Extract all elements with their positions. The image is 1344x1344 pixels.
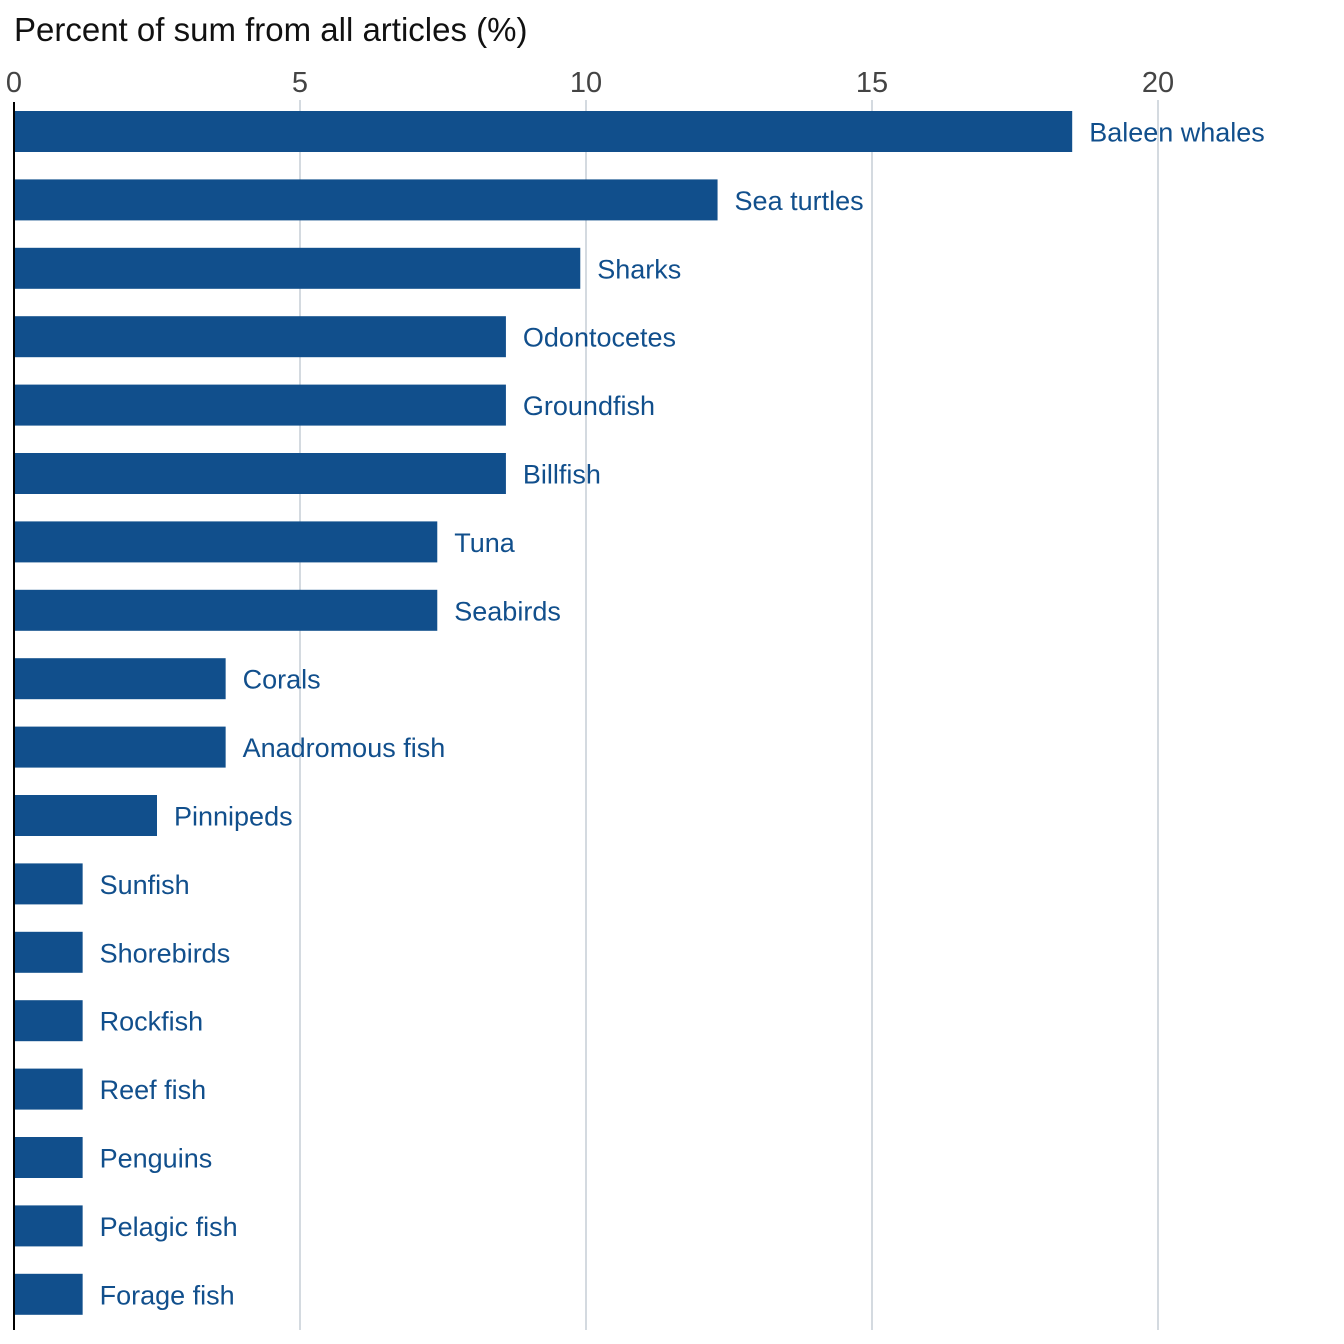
bar-label: Penguins — [100, 1144, 213, 1174]
bar-tuna — [14, 521, 438, 563]
bar-forage-fish — [14, 1273, 83, 1315]
bar-shorebirds — [14, 931, 83, 973]
x-tick-label: 5 — [292, 67, 308, 99]
x-tick-label: 0 — [6, 67, 22, 99]
bar-pinnipeds — [14, 795, 157, 836]
bar-sunfish — [14, 863, 83, 905]
bar-label: Forage fish — [100, 1280, 235, 1310]
bar-label: Sea turtles — [735, 186, 864, 216]
bar-label: Corals — [243, 665, 321, 695]
bar-anadromous-fish — [14, 726, 226, 768]
bar-label: Anadromous fish — [243, 733, 446, 763]
bar-odontocetes — [14, 316, 506, 358]
x-tick-label: 15 — [856, 67, 888, 99]
bar-billfish — [14, 453, 506, 494]
bar-label: Pinnipeds — [174, 802, 293, 832]
bar-label: Billfish — [523, 460, 601, 490]
x-axis-title: Percent of sum from all articles (%) — [14, 11, 527, 48]
bar-label: Baleen whales — [1089, 118, 1265, 148]
bar-label: Reef fish — [100, 1075, 207, 1105]
bar-pelagic-fish — [14, 1205, 83, 1247]
bar-label: Shorebirds — [100, 938, 231, 968]
bar-labels: Baleen whales Sea turtles Sharks Odontocete… — [100, 118, 1265, 1311]
bars — [14, 111, 1073, 1315]
bar-corals — [14, 658, 226, 700]
x-axis-ticks: 0 5 10 15 20 — [6, 67, 1174, 99]
bar-rockfish — [14, 1000, 83, 1042]
bar-label: Groundfish — [523, 391, 655, 421]
bar-label: Tuna — [454, 528, 516, 558]
bar-reef-fish — [14, 1068, 83, 1110]
bar-groundfish — [14, 384, 506, 426]
gridlines — [299, 100, 1159, 1330]
bar-seabirds — [14, 589, 438, 631]
bar-label: Seabirds — [454, 596, 561, 626]
bar-sharks — [14, 247, 581, 289]
bar-label: Sharks — [597, 254, 681, 284]
bar-label: Rockfish — [100, 1007, 204, 1037]
bar-label: Sunfish — [100, 870, 190, 900]
bar-label: Pelagic fish — [100, 1212, 238, 1242]
x-tick-label: 10 — [570, 67, 602, 99]
bar-sea-turtles — [14, 179, 718, 221]
x-tick-label: 20 — [1142, 67, 1174, 99]
bar-baleen-whales — [14, 111, 1073, 152]
bar-penguins — [14, 1137, 83, 1178]
bar-label: Odontocetes — [523, 323, 676, 353]
